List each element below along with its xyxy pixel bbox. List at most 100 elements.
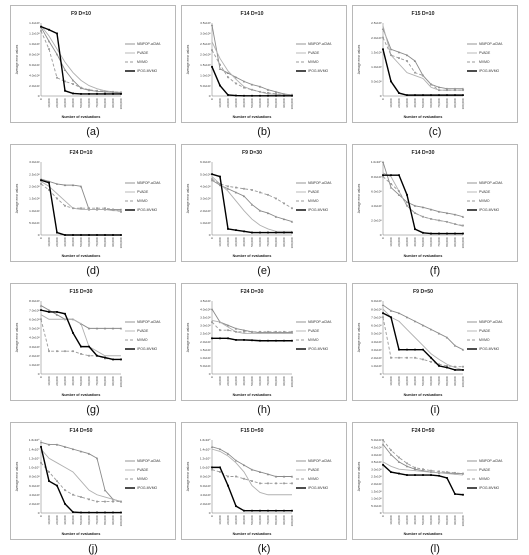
plot-axes xyxy=(382,301,463,375)
data-point xyxy=(390,54,392,57)
x-axis-label: Number of evaluations xyxy=(233,115,272,119)
x-tick-label: 30,000 xyxy=(405,376,409,386)
data-point xyxy=(405,465,409,468)
data-point xyxy=(251,509,253,512)
x-tick-label: 40,000 xyxy=(413,98,417,108)
legend-label: NBIPOP-aCMA xyxy=(479,459,503,463)
data-point xyxy=(40,183,42,185)
chart-svg-11: F24 D=50 Average error values 0 5.0x10¹ 1.0x… xyxy=(357,428,503,536)
data-point xyxy=(430,232,432,235)
data-point xyxy=(259,231,261,234)
data-point xyxy=(227,76,229,79)
data-point xyxy=(445,336,449,339)
data-point xyxy=(96,93,98,95)
data-point xyxy=(48,350,50,353)
data-point xyxy=(438,232,440,235)
data-point xyxy=(250,83,254,86)
legend-label: MVMO xyxy=(308,199,319,203)
data-point xyxy=(462,472,464,475)
y-tick-label: 3.0x10³ xyxy=(29,345,39,349)
x-tick-label: 90,000 xyxy=(111,515,115,525)
data-point xyxy=(454,223,456,225)
chart-title: F9 D=30 xyxy=(242,150,262,156)
plot-axes xyxy=(211,440,292,514)
data-point xyxy=(406,348,408,351)
subfigure-tag: (i) xyxy=(430,404,440,416)
data-point xyxy=(266,473,270,476)
data-point xyxy=(291,94,293,97)
data-point xyxy=(55,53,59,56)
data-point xyxy=(390,316,392,319)
y-tick-label: 8.0x10² xyxy=(29,52,39,56)
x-tick-label: 60,000 xyxy=(258,515,262,525)
x-axis-label: Number of evaluations xyxy=(233,393,272,397)
series-line-1 xyxy=(382,172,464,227)
y-tick-label: 9.0x10³ xyxy=(371,299,381,303)
x-tick-label: 60,000 xyxy=(429,515,433,525)
data-point xyxy=(80,86,82,89)
data-point xyxy=(111,327,115,330)
data-point xyxy=(414,474,416,476)
data-point xyxy=(88,354,90,357)
data-point xyxy=(250,468,254,471)
y-tick-label: 3.5x10³ xyxy=(200,21,210,25)
legend-label: IPOG-MVMO xyxy=(479,347,500,351)
data-point xyxy=(422,94,424,97)
data-point xyxy=(95,327,99,330)
data-point xyxy=(382,48,384,51)
data-point xyxy=(422,358,424,361)
data-point xyxy=(104,511,106,514)
y-tick-label: 6.0x10² xyxy=(29,63,39,67)
x-tick-label: 40,000 xyxy=(242,515,246,525)
x-axis-label: Number of evaluations xyxy=(62,393,101,397)
data-point xyxy=(56,480,58,482)
legend-label: IPOG-MVMO xyxy=(137,69,158,73)
data-point xyxy=(210,23,214,27)
data-point xyxy=(56,311,58,313)
data-point xyxy=(64,350,66,353)
data-point xyxy=(291,509,293,512)
data-point xyxy=(405,53,409,57)
y-tick-label: 1.0x10³ xyxy=(29,42,39,46)
x-axis-label: Number of evaluations xyxy=(404,254,443,258)
data-point xyxy=(274,475,278,478)
chart-title: F9 D=10 xyxy=(71,11,91,17)
x-tick-label: 0 xyxy=(210,98,214,100)
data-point xyxy=(120,234,122,236)
data-point xyxy=(243,94,245,97)
x-tick-label: 20,000 xyxy=(226,515,230,525)
x-tick-label: 70,000 xyxy=(437,98,441,108)
data-point xyxy=(88,234,90,236)
x-axis-label: Number of evaluations xyxy=(233,254,272,258)
x-tick-label: 70,000 xyxy=(437,376,441,386)
data-point xyxy=(389,453,393,456)
chart-panel-4: F9 D=30 Average error values 0 1.0x10³ 2.0x1… xyxy=(181,144,347,262)
data-point xyxy=(120,91,122,94)
x-tick-label: 10,000 xyxy=(47,237,51,247)
data-point xyxy=(446,232,448,235)
subfigure-tag: (h) xyxy=(257,404,271,416)
subfigure-tag: (c) xyxy=(428,126,442,138)
data-point xyxy=(219,84,221,87)
y-tick-label: 1.0x10³ xyxy=(29,363,39,367)
data-point xyxy=(274,90,278,93)
data-point xyxy=(104,234,106,236)
data-point xyxy=(390,356,392,359)
y-tick-label: 0 xyxy=(209,372,211,376)
data-point xyxy=(282,217,286,221)
series-line-0 xyxy=(211,308,292,334)
x-tick-label: 80,000 xyxy=(445,376,449,386)
data-point xyxy=(389,48,393,51)
x-tick-label: 30,000 xyxy=(63,98,67,108)
y-tick-label: 5.0x10³ xyxy=(371,332,381,336)
y-tick-label: 1.0x10⁴ xyxy=(200,466,211,470)
y-tick-label: 4.5x10² xyxy=(200,299,210,303)
data-point xyxy=(446,220,448,223)
data-point xyxy=(430,83,432,86)
data-point xyxy=(389,186,393,189)
y-tick-label: 6.0x10³ xyxy=(371,324,381,328)
data-point xyxy=(291,330,293,333)
x-tick-label: 60,000 xyxy=(258,98,262,108)
y-tick-label: 1.0x10³ xyxy=(200,221,210,225)
x-tick-label: 50,000 xyxy=(79,98,83,108)
